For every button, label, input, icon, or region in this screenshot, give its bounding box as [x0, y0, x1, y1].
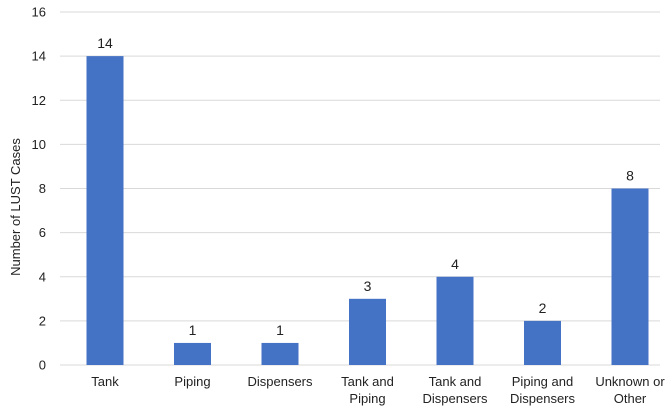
y-axis-title: Number of LUST Cases — [8, 138, 23, 276]
gridlines — [60, 11, 660, 366]
bar — [611, 188, 649, 365]
bar — [174, 342, 211, 365]
data-label: 4 — [451, 256, 459, 272]
data-label: 1 — [189, 322, 197, 338]
x-axis-categories: Tank Piping Dispensers Tank and Piping Tank a… — [91, 374, 665, 406]
y-tick-label: 4 — [39, 269, 46, 284]
x-category-label: Unknown or Other — [595, 374, 665, 406]
y-tick-label: 2 — [39, 313, 46, 328]
data-label: 2 — [539, 300, 547, 316]
x-category-label: Dispensers — [247, 374, 313, 389]
x-category-label: Tank and Dispensers — [422, 374, 488, 406]
bar — [524, 320, 561, 365]
bar — [436, 276, 474, 365]
bars — [86, 56, 649, 365]
y-tick-label: 0 — [39, 358, 46, 373]
bar — [86, 56, 124, 365]
y-tick-label: 14 — [32, 49, 46, 64]
y-tick-label: 16 — [32, 5, 46, 20]
x-category-label: Tank and Piping — [341, 374, 394, 406]
x-category-label: Tank — [91, 374, 119, 389]
data-label: 14 — [97, 35, 113, 51]
y-axis-ticks: 0 2 4 6 8 10 12 14 16 — [32, 5, 46, 373]
y-tick-label: 8 — [39, 181, 46, 196]
bar — [349, 298, 386, 365]
bar — [261, 342, 299, 365]
x-category-label: Piping — [174, 374, 210, 389]
y-tick-label: 6 — [39, 225, 46, 240]
x-category-label: Piping and Dispensers — [510, 374, 576, 406]
y-tick-label: 12 — [32, 93, 46, 108]
data-label: 8 — [626, 168, 634, 184]
y-tick-label: 10 — [32, 137, 46, 152]
data-label: 3 — [364, 278, 372, 294]
data-label: 1 — [276, 322, 284, 338]
data-labels: 14 1 1 3 4 2 8 — [97, 35, 634, 338]
